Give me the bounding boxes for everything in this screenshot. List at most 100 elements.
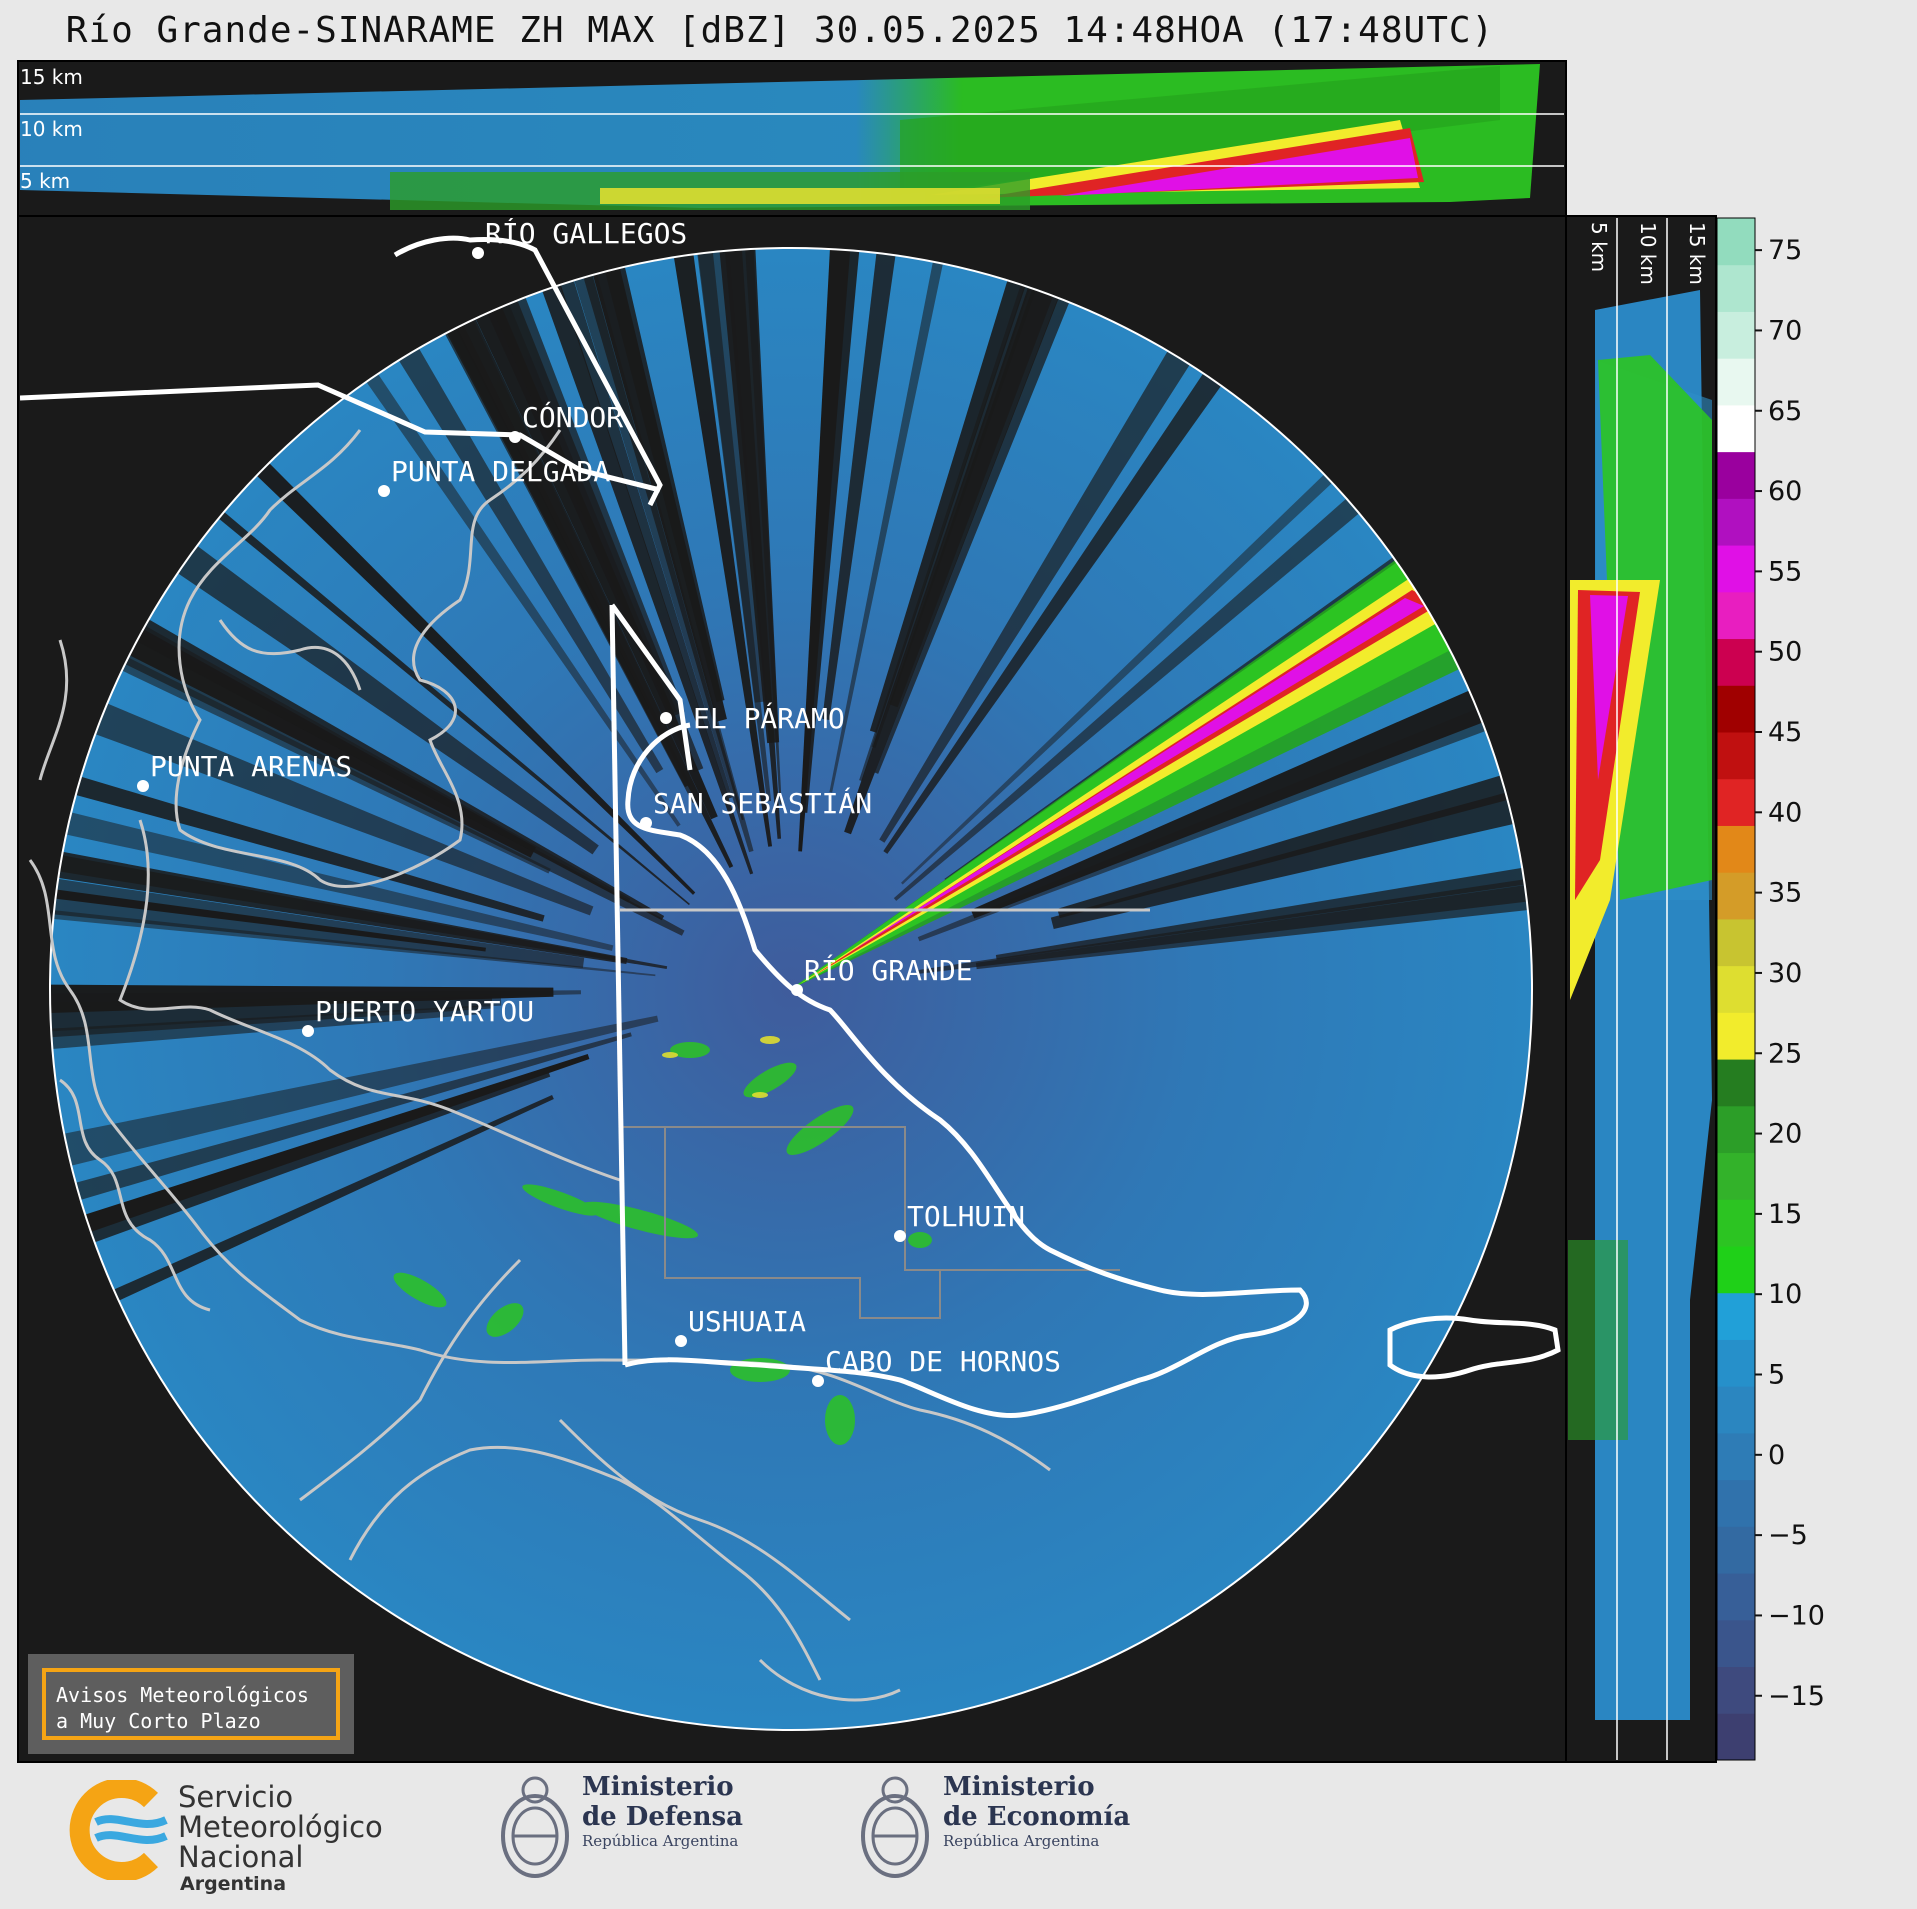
city-marker-icon	[472, 247, 484, 259]
colorbar-segment	[1717, 1246, 1755, 1294]
province-border	[620, 1126, 1120, 1319]
national-border	[20, 235, 1561, 1419]
alert-box: Avisos Meteorológicos a Muy Corto Plazo	[28, 1654, 354, 1754]
colorbar-tick-label: 55	[1768, 556, 1802, 587]
colorbar-segment	[1717, 778, 1755, 826]
colorbar-segment	[1717, 965, 1755, 1013]
colorbar-tick-label: 10	[1768, 1279, 1802, 1310]
colorbar-segment	[1717, 1059, 1755, 1107]
smn-line-2: Meteorológico	[178, 1810, 383, 1844]
colorbar-segment	[1717, 404, 1755, 453]
colorbar-segment	[1717, 1339, 1755, 1387]
colorbar-tick-label: 60	[1768, 476, 1802, 507]
smn-name: Servicio Meteorológico Nacional Argentin…	[178, 1782, 383, 1896]
colorbar-segment	[1717, 264, 1755, 312]
colorbar-segment	[1717, 1666, 1755, 1714]
city-marker-icon	[660, 712, 672, 724]
colorbar-tick-label: 45	[1768, 717, 1802, 748]
colorbar-tick-label: 75	[1768, 235, 1802, 266]
city-marker-icon	[302, 1025, 314, 1037]
city-marker-icon	[509, 431, 521, 443]
city-label: TOLHUIN	[907, 1200, 1025, 1233]
colorbar-segment	[1717, 498, 1755, 546]
colorbar-tick-label: 35	[1768, 878, 1802, 909]
side-height-label: 5 km	[1587, 222, 1611, 272]
colorbar-segment	[1717, 1526, 1755, 1574]
city-label: USHUAIA	[688, 1305, 806, 1338]
colorbar-segment	[1717, 451, 1755, 499]
map-title: Río Grande-SINARAME ZH MAX [dBZ] 30.05.2…	[65, 10, 1495, 51]
city-label: PUNTA DELGADA	[391, 455, 610, 488]
side-cross-section: 5 km 10 km 15 km	[1565, 215, 1717, 1763]
smn-line-1: Servicio	[178, 1780, 294, 1814]
colorbar-tick-label: −5	[1768, 1520, 1808, 1551]
smn-line-4: Argentina	[180, 1873, 287, 1895]
city-label: EL PÁRAMO	[693, 701, 845, 735]
colorbar-segment	[1717, 1292, 1755, 1340]
colorbar-segment	[1717, 1479, 1755, 1527]
city-marker-icon	[812, 1375, 824, 1387]
colorbar-segment	[1717, 1432, 1755, 1481]
economia-line-1: Ministerio	[943, 1772, 1095, 1802]
smn-line-3: Nacional	[178, 1840, 304, 1874]
city-label: RÍO GALLEGOS	[485, 216, 687, 250]
city-label: CÓNDOR	[522, 400, 623, 434]
colorbar-tick-label: 70	[1768, 315, 1802, 346]
colorbar-segment	[1717, 685, 1755, 733]
colorbar-segment	[1717, 311, 1755, 359]
alert-line-2: a Muy Corto Plazo	[56, 1709, 261, 1733]
defensa-line-2: de Defensa	[582, 1802, 743, 1832]
side-height-label: 15 km	[1685, 222, 1709, 285]
colorbar-segment	[1717, 1199, 1755, 1247]
colorbar-segment	[1717, 1386, 1755, 1434]
main-map-panel: RÍO GALLEGOS CÓNDOR PUNTA DELGADA EL PÁRAMO…	[17, 215, 1567, 1763]
city-marker-icon	[137, 780, 149, 792]
alert-box-frame: Avisos Meteorológicos a Muy Corto Plazo	[42, 1668, 340, 1740]
colorbar-tick-label: −15	[1768, 1681, 1825, 1712]
colorbar-segment	[1717, 545, 1755, 593]
defensa-line-3: República Argentina	[582, 1832, 739, 1850]
colorbar-segment	[1717, 1152, 1755, 1200]
top-height-label: 5 km	[20, 169, 70, 193]
colorbar-segment	[1717, 872, 1755, 920]
ministerio-economia: Ministerio de Economía República Argenti…	[943, 1772, 1130, 1850]
colorbar-segment	[1717, 1573, 1755, 1621]
defensa-seal-icon	[501, 1776, 569, 1878]
city-markers: RÍO GALLEGOS CÓNDOR PUNTA DELGADA EL PÁRAMO…	[137, 216, 1061, 1387]
city-marker-icon	[791, 984, 803, 996]
top-height-label: 10 km	[20, 117, 83, 141]
colorbar-segment	[1717, 1619, 1755, 1668]
economia-line-3: República Argentina	[943, 1832, 1100, 1850]
top-height-label: 15 km	[20, 65, 83, 89]
city-label: SAN SEBASTIÁN	[653, 786, 872, 820]
city-label: RÍO GRANDE	[804, 953, 973, 987]
ministerio-defensa: Ministerio de Defensa República Argentin…	[582, 1772, 743, 1850]
colorbar-tick-label: 20	[1768, 1119, 1802, 1150]
defensa-line-1: Ministerio	[582, 1772, 734, 1802]
colorbar-tick-label: 25	[1768, 1038, 1802, 1069]
coastlines	[28, 429, 1150, 1702]
city-marker-icon	[894, 1230, 906, 1242]
city-label: PUERTO YARTOU	[315, 995, 534, 1028]
colorbar-tick-label: 30	[1768, 958, 1802, 989]
colorbar-segment	[1717, 732, 1755, 780]
colorbar-tick-label: 5	[1768, 1360, 1785, 1391]
colorbar-tick-label: −10	[1768, 1600, 1825, 1631]
colorbar-tick-label: 0	[1768, 1440, 1785, 1471]
economia-line-2: de Economía	[943, 1802, 1131, 1832]
colorbar-tick-label: 40	[1768, 797, 1802, 828]
city-marker-icon	[378, 485, 390, 497]
colorbar-segment	[1717, 218, 1755, 266]
colorbar-tick-label: 65	[1768, 396, 1802, 427]
top-cross-section: 15 km 10 km 5 km	[17, 60, 1567, 219]
city-marker-icon	[675, 1335, 687, 1347]
side-height-label: 10 km	[1636, 222, 1660, 285]
colorbar-segment	[1717, 1713, 1755, 1761]
colorbar-segment	[1717, 825, 1755, 873]
colorbar-frame	[1716, 217, 1756, 1761]
city-label: CABO DE HORNOS	[825, 1345, 1061, 1378]
colorbar-segment	[1717, 358, 1755, 406]
alert-line-1: Avisos Meteorológicos	[56, 1683, 309, 1707]
